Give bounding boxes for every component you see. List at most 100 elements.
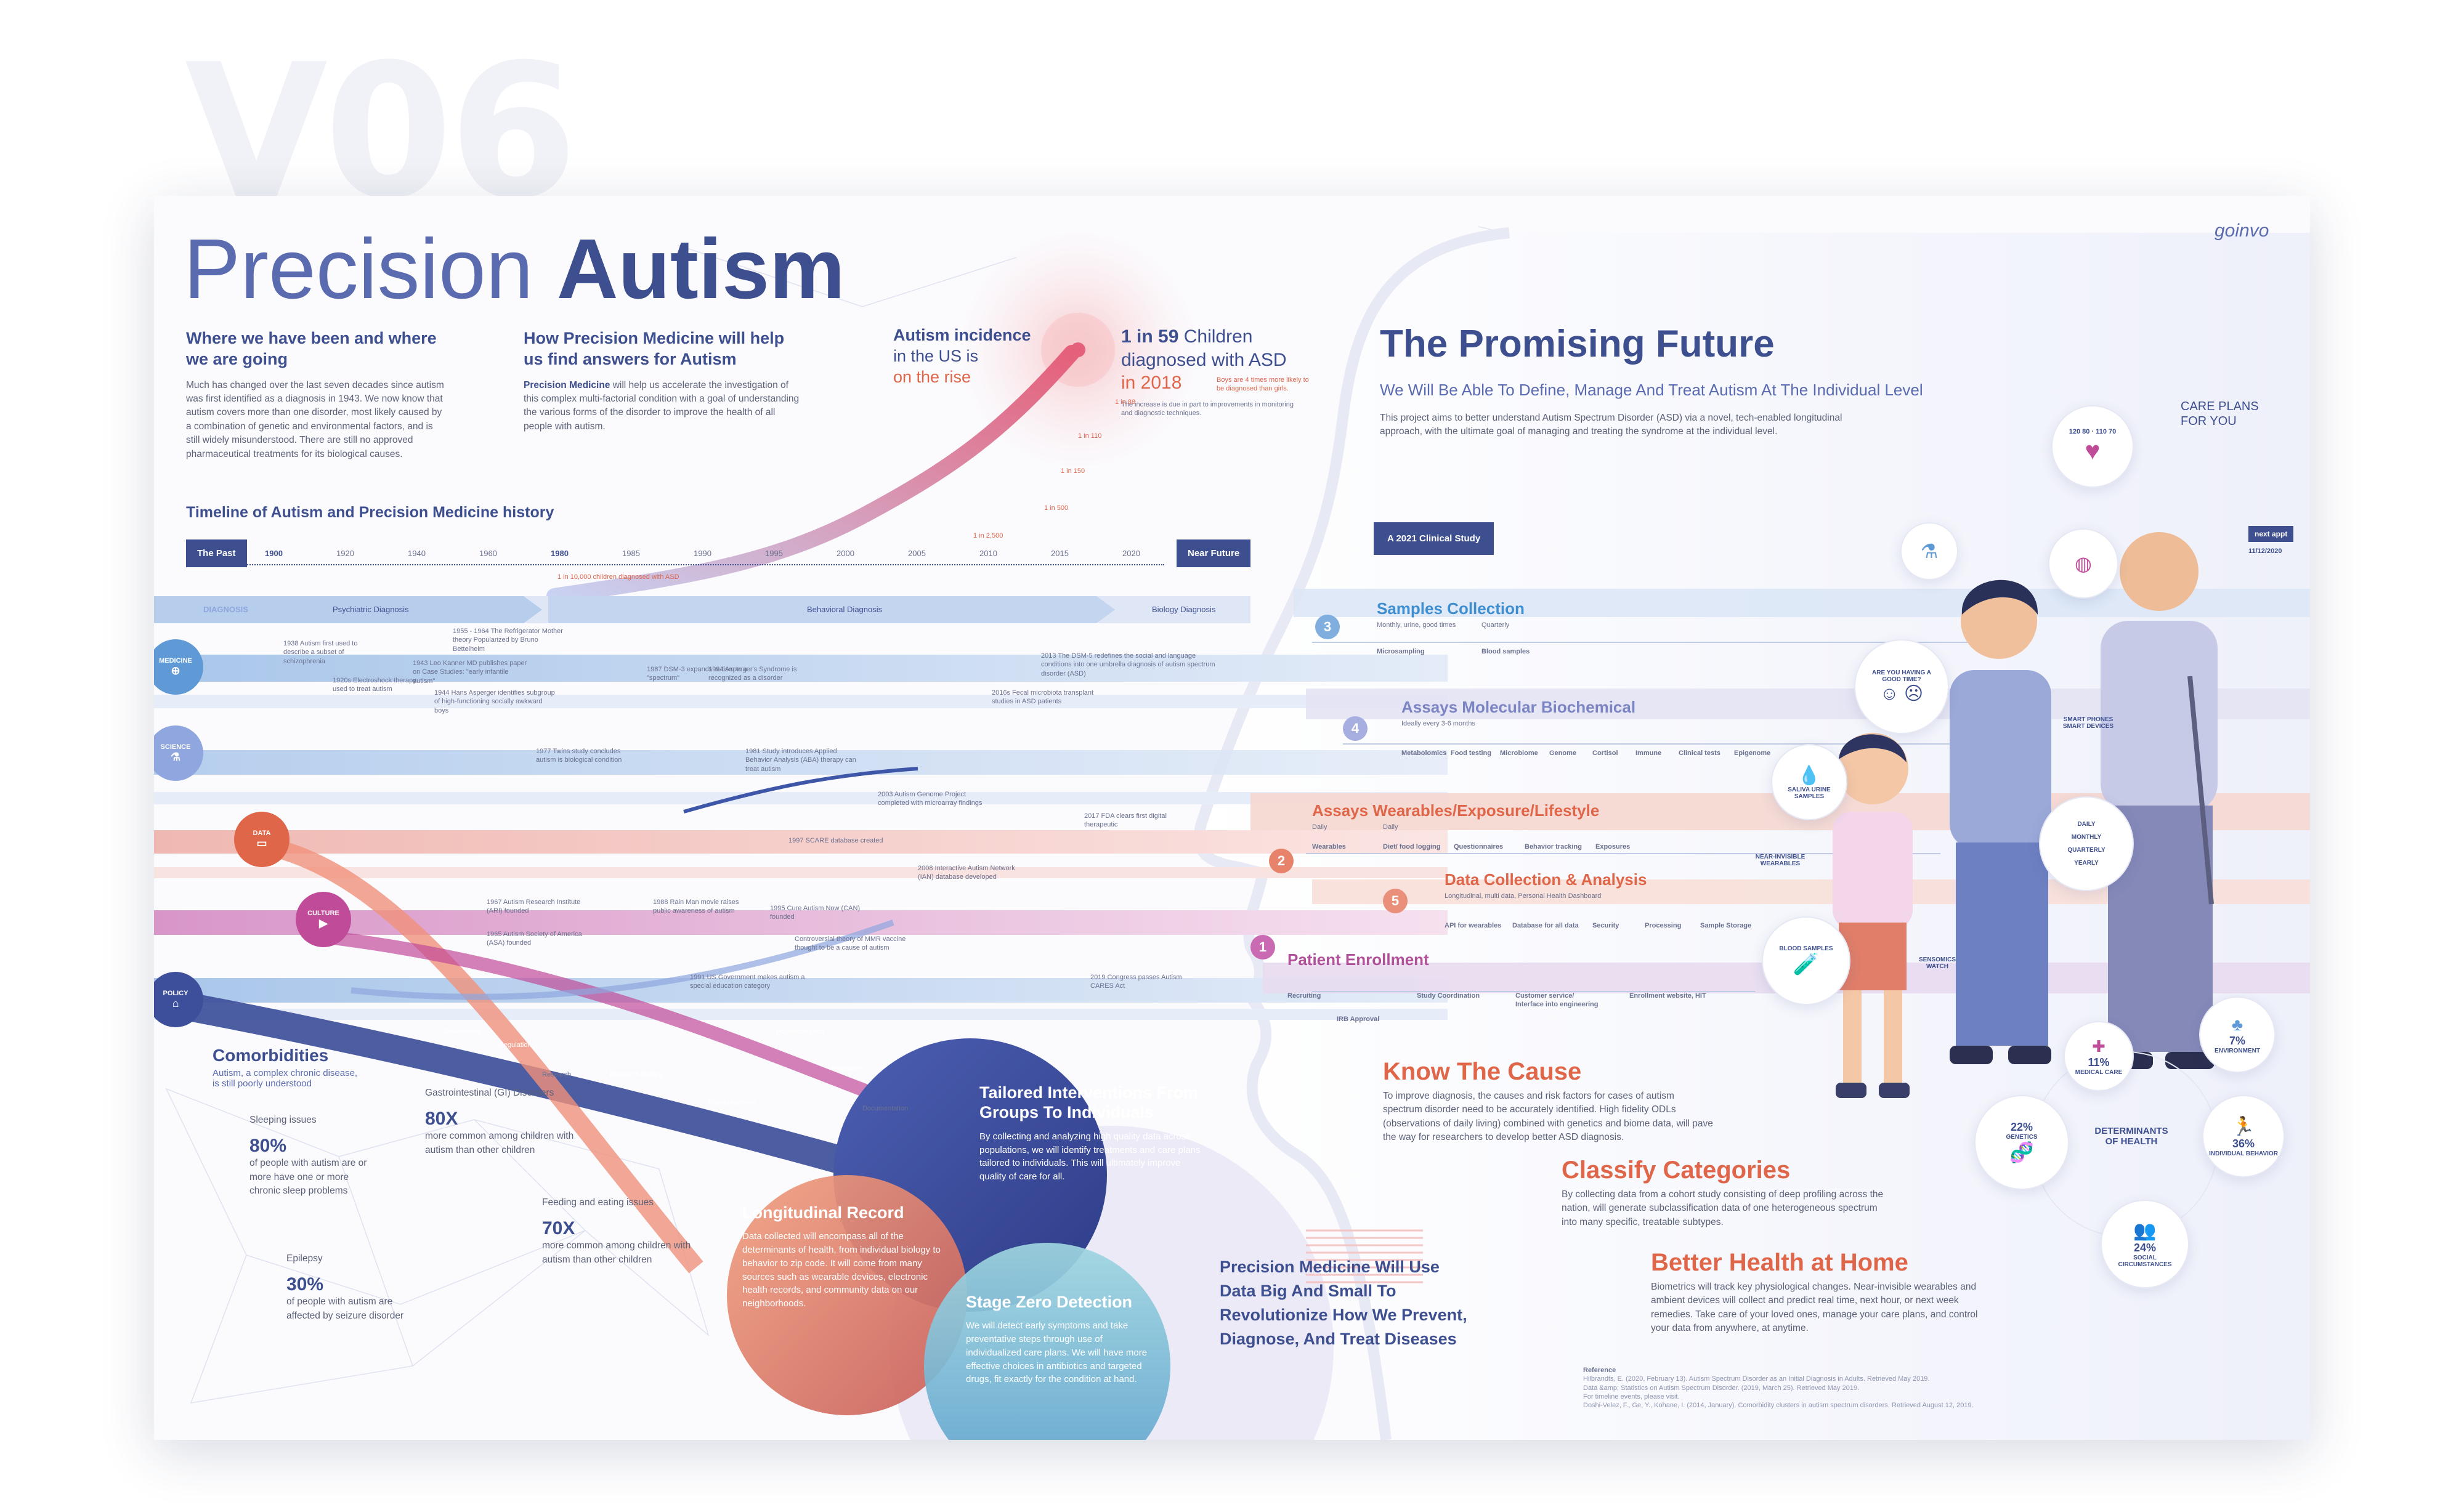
flow-label-documentation: Documentation [862, 1105, 908, 1112]
tailored-interventions: Tailored Interventions From Groups To In… [979, 1083, 1201, 1182]
future-text: This project aims to better understand A… [1380, 413, 1842, 437]
step-5-number: 5 [1383, 889, 1408, 913]
incidence-point-88: 1 in 88 [1115, 398, 1136, 406]
step-4-item-immune: Immune [1635, 749, 1662, 757]
year-2010: 2010 [979, 549, 997, 558]
culture-event-1967: 1967 Autism Research Institute (ARI) fou… [487, 899, 581, 915]
step-2-item-diet: Diet/ food logging [1383, 843, 1441, 850]
step-3-sub-2: Quarterly [1481, 621, 1510, 629]
year-1995: 1995 [765, 549, 783, 558]
how-heading: How Precision Medicine will help us find… [524, 329, 785, 368]
flow-label-reimbursement: Reimbursement [708, 1099, 756, 1106]
step-4-item-microbiome: Microbiome [1500, 749, 1538, 757]
year-2020: 2020 [1122, 549, 1140, 558]
medicine-event-2013: 2013 The DSM-5 redefines the social and … [1041, 652, 1215, 677]
step-5-title[interactable]: Data Collection & Analysis [1445, 870, 1647, 889]
year-2000: 2000 [837, 549, 854, 558]
step-4-item-genome: Genome [1549, 749, 1577, 757]
step-3-title[interactable]: Samples Collection [1377, 599, 1525, 618]
category-data[interactable]: DATA ▭ [234, 812, 290, 867]
incidence-stat: 1 in 59 Children diagnosed with ASD in 2… [1121, 326, 1287, 393]
test-tube-icon: ⚗ [1920, 540, 1939, 562]
comorbidities-subtitle: Autism, a complex chronic disease, is st… [213, 1068, 358, 1089]
blood-vial-icon: 🧪 [1793, 952, 1820, 976]
longitudinal-record: Longitudinal Record Data collected will … [742, 1203, 941, 1309]
step-3-sub-1: Monthly, urine, good times [1377, 621, 1456, 629]
year-1990: 1990 [694, 549, 711, 558]
category-medicine[interactable]: MEDICINE ⊕ [154, 639, 203, 695]
heart-icon: ♥ [2085, 436, 2101, 466]
step-4-item-epigenome: Epigenome [1734, 749, 1771, 757]
flask-icon: ⚗ [170, 750, 181, 763]
step-1-item-coordination: Study Coordination [1417, 992, 1480, 1000]
step-4-title[interactable]: Assays Molecular Biochemical [1401, 698, 1636, 716]
freq-yearly: YEARLY [2074, 860, 2099, 867]
data-event-1997: 1997 SCARE database created [788, 837, 883, 844]
future-subheading: We Will Be Able To Define, Manage And Tr… [1380, 381, 1923, 399]
medicine-event-1987: 1987 DSM-3 expands autism to a "spectrum… [647, 666, 748, 682]
classify-categories: Classify Categories By collecting data f… [1562, 1157, 1884, 1227]
culture-event-1988: 1988 Rain Man movie raises public awaren… [653, 899, 739, 915]
step-2-item-questionnaires: Questionnaires [1454, 843, 1504, 850]
monitor-icon: ▭ [256, 836, 267, 849]
droplet-icon: 💧 [1797, 765, 1821, 786]
year-1940: 1940 [408, 549, 426, 558]
incidence-point-110: 1 in 110 [1078, 432, 1102, 440]
near-invisible-wearables-label: NEAR-INVISIBLE WEARABLES [1755, 854, 1805, 867]
timeline-heading: Timeline of Autism and Precision Medicin… [186, 504, 554, 521]
clinical-study-label: A 2021 Clinical Study [1374, 522, 1494, 555]
incidence-point-2500: 1 in 2,500 [973, 532, 1003, 539]
incidence-heading: Autism incidence in the US is on the ris… [893, 326, 1031, 386]
freq-monthly: MONTHLY [2071, 834, 2102, 841]
references: Reference Hilbrandts, E. (2020, February… [1583, 1367, 1974, 1410]
determinant-individual-behavior: 🏃 36% INDIVIDUAL BEHAVIOR [2202, 1095, 2285, 1178]
category-policy[interactable]: POLICY ⌂ [154, 972, 203, 1027]
where-text: Much has changed over the last seven dec… [186, 379, 444, 459]
step-1-title[interactable]: Patient Enrollment [1287, 950, 1429, 969]
medicine-event-1943: 1943 Leo Kanner MD publishes paper on Ca… [413, 660, 527, 685]
year-1920: 1920 [336, 549, 354, 558]
data-event-2017: 2017 FDA clears first digital therapeuti… [1084, 812, 1167, 829]
smart-phones-label: SMART PHONES SMART DEVICES [2062, 716, 2114, 730]
step-2-title[interactable]: Assays Wearables/Exposure/Lifestyle [1312, 801, 1600, 820]
comorbidity-feeding: Feeding and eating issues 70X more commo… [542, 1197, 691, 1265]
year-1980: 1980 [551, 549, 569, 558]
step-4-item-metabolomics: Metabolomics [1401, 749, 1447, 757]
poster: goinvo Precision Autism Where we have be… [154, 196, 2310, 1440]
sensomics-label: SENSOMICS WATCH [1918, 956, 1956, 970]
stage-zero-detection: Stage Zero Detection We will detect earl… [966, 1293, 1148, 1385]
step-5-item-processing: Processing [1645, 922, 1682, 929]
care-plans-label: CARE PLANS FOR YOU [2181, 400, 2259, 428]
saliva-label: SALIVA URINE SAMPLES [1788, 786, 1831, 800]
culture-event-mmr: Controversial theory of MMR vaccine thou… [795, 935, 906, 952]
freq-quarterly: QUARTERLY [2067, 847, 2105, 854]
step-5-sub: Longitudinal, multi data, Personal Healt… [1445, 892, 1602, 900]
step-4-item-cortisol: Cortisol [1592, 749, 1618, 757]
step-3-number: 3 [1315, 615, 1340, 639]
step-5-item-storage: Sample Storage [1700, 922, 1752, 929]
phase-psychiatric: Psychiatric Diagnosis [333, 605, 409, 614]
data-event-2008: 2008 Interactive Autism Network (IAN) da… [918, 865, 1015, 881]
year-1900: 1900 [265, 549, 283, 558]
category-culture[interactable]: CULTURE ▶ [296, 892, 351, 947]
increase-note: The increase is due in part to improveme… [1121, 401, 1294, 418]
food-circle: ◍ [2048, 528, 2118, 599]
step-4-number: 4 [1343, 716, 1368, 741]
step-3-item-1: Microsampling [1377, 648, 1425, 655]
good-time-circle: ARE YOU HAVING A GOOD TIME? ☺ ☹ [1854, 639, 1949, 734]
step-1-number: 1 [1250, 935, 1275, 960]
policy-event-2019: 2019 Congress passes Autism CARES Act [1090, 974, 1182, 990]
policy-event-1991: 1991 US Government makes autism a specia… [690, 974, 805, 990]
step-4-sub: Ideally every 3-6 months [1401, 720, 1475, 727]
incidence-point-150: 1 in 150 [1061, 467, 1085, 475]
blood-samples-label: BLOOD SAMPLES [1779, 945, 1833, 952]
culture-event-1995: 1995 Cure Autism Now (CAN) founded [770, 905, 861, 921]
step-2-item-wearables: Wearables [1312, 843, 1346, 850]
data-label: DATA [253, 829, 271, 837]
category-science[interactable]: SCIENCE ⚗ [154, 725, 203, 781]
saliva-circle: 💧 SALIVA URINE SAMPLES [1771, 744, 1847, 820]
past-label: The Past [186, 539, 247, 567]
medicine-event-1955: 1955 - 1964 The Refrigerator Mother theo… [453, 628, 563, 653]
step-4-item-food: Food testing [1451, 749, 1491, 757]
comorbidity-gi: Gastrointestinal (GI) Disorders 80X more… [425, 1088, 574, 1155]
